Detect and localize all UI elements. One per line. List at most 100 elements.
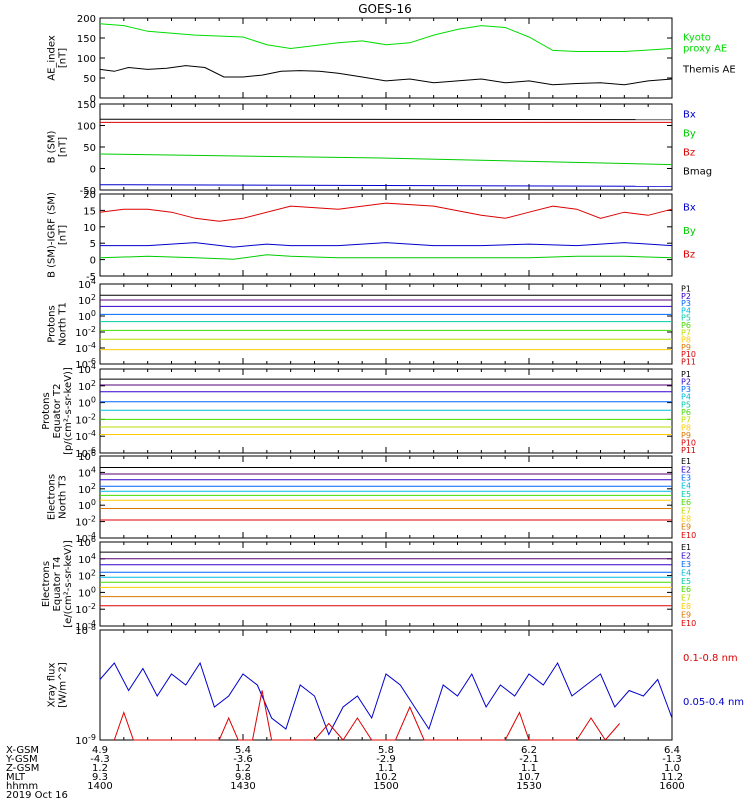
ylabel-bigrf: B (SM)-IGRF (SM)[nT] (47, 192, 69, 278)
legend-e3: E3 (681, 560, 691, 569)
legend-xray_long: 0.1-0.8 nm (683, 653, 738, 664)
footer-label-2: Z-GSM (6, 763, 39, 774)
footer-value: -3.6 (233, 754, 253, 765)
legend-p6: P6 (681, 321, 691, 330)
legend-p8: P8 (681, 336, 691, 345)
legend-p7: P7 (681, 416, 691, 425)
footer-value: -1.3 (662, 754, 682, 765)
panel-ae: 0 50 100 150 200 AE_index[nT] Kyoto proxy AE The… (47, 14, 736, 105)
footer-value: 10.7 (518, 772, 540, 783)
legend-e6: E6 (681, 498, 691, 507)
ytick-label: 150 (77, 100, 96, 111)
panel-p1: 10-6 10-4 10-2 100 102 104 ProtonsNorth T1 P1P2… (47, 277, 697, 371)
footer-value: 1430 (230, 781, 255, 792)
panel-frame (99, 283, 673, 365)
ytick-label: 20 (83, 190, 96, 201)
ytick-label: 0 (90, 94, 96, 105)
legend-xray_short: 0.05-0.4 nm (683, 697, 744, 708)
legend-bz: Bz (683, 148, 695, 159)
legend-p2: P2 (681, 377, 691, 386)
legend-bmag: Bmag (683, 167, 712, 178)
legend-e6: E6 (681, 585, 691, 594)
ylabel-e2: ElectronsEquator T4[e/(cm²-s-sr-keV)] (41, 540, 74, 628)
footer-value: 1.2 (235, 763, 251, 774)
legend-p2: P2 (681, 292, 691, 301)
legend-e10: E10 (681, 531, 696, 540)
ytick-label: 102 (78, 293, 96, 307)
series-xray-0 (99, 661, 673, 736)
legend-p6: P6 (681, 408, 691, 417)
legend-e9: E9 (681, 523, 691, 532)
ytick-label: 106 (78, 535, 96, 549)
ytick-label: 104 (78, 362, 96, 376)
ytick-label: 100 (78, 396, 96, 410)
footer-value: -2.9 (376, 754, 396, 765)
legend-e10: E10 (681, 619, 696, 628)
legend-themis: Themis AE (682, 64, 736, 75)
footer-label-1: Y-GSM (5, 754, 38, 765)
ytick-label: 10-4 (75, 619, 96, 633)
legend-e5: E5 (681, 577, 691, 586)
legend-bx: Bx (683, 109, 696, 120)
footer-value: 4.9 (92, 745, 108, 756)
footer-value: 6.2 (521, 745, 537, 756)
legend-p8: P8 (681, 423, 691, 432)
panel-frame (99, 103, 673, 191)
ytick-label: 50 (83, 74, 96, 85)
legend-bz: Bz (683, 249, 695, 260)
legend-p10: P10 (681, 439, 696, 448)
footer-value: 1500 (373, 781, 398, 792)
legend-e4: E4 (681, 482, 691, 491)
ytick-label: 10-9 (75, 733, 96, 747)
legend-bx: Bx (683, 202, 696, 213)
ytick-label: 10-6 (75, 446, 96, 460)
series-bigrf-2 (99, 202, 673, 222)
footer-value: 11.2 (661, 772, 683, 783)
legend-p10: P10 (681, 350, 696, 359)
ylabel-xray: Xray flux[W/m^2] (47, 662, 69, 708)
legend-e1: E1 (681, 457, 691, 466)
footer-value: 5.8 (378, 745, 394, 756)
footer-label-0: X-GSM (6, 745, 39, 756)
ytick-label: 100 (78, 585, 96, 599)
ytick-label: 200 (77, 14, 96, 25)
footer-label-4: hhmm (6, 781, 38, 792)
ytick-label: 15 (83, 206, 96, 217)
legend-e2: E2 (681, 465, 691, 474)
legend-p3: P3 (681, 299, 691, 308)
ytick-label: 10-2 (75, 602, 96, 616)
ylabel-p1: ProtonsNorth T1 (47, 302, 69, 346)
footer-value: 1.1 (521, 763, 537, 774)
legend-p5: P5 (681, 400, 691, 409)
footer-value: 1.2 (92, 763, 108, 774)
legend-kyoto: Kyoto proxy AE (683, 32, 727, 54)
series-ae-0 (99, 23, 673, 52)
legend-p1: P1 (681, 285, 691, 294)
ytick-label: -5 (86, 272, 96, 283)
ytick-label: 104 (78, 465, 96, 479)
legend-p11: P11 (681, 357, 696, 366)
legend-e8: E8 (681, 602, 691, 611)
panel-bigrf: -5 0 5 10 15 20 B (SM)-IGRF (SM)[nT] Bx By Bz (47, 190, 696, 283)
ytick-label: -50 (80, 186, 96, 197)
ytick-label: 100 (78, 309, 96, 323)
ytick-label: 102 (78, 379, 96, 393)
legend-p5: P5 (681, 314, 691, 323)
panel-bsm: -50 0 50 100 150 B (SM)[nT] Bx By Bz Bmag (47, 100, 713, 197)
ylabel-e1: ElectronsNorth T3 (47, 474, 69, 520)
footer-label-5: 2019 Oct 16 (6, 790, 68, 800)
series-ae-1 (99, 65, 673, 86)
ylabel-p2: ProtonsEquator T2[p/(cm²-s-sr-keV)] (41, 367, 74, 455)
ytick-label: 100 (78, 498, 96, 512)
ytick-label: 104 (78, 277, 96, 291)
legend-e4: E4 (681, 568, 691, 577)
footer-value: 1600 (659, 781, 684, 792)
legend-e9: E9 (681, 610, 691, 619)
ytick-label: 10-8 (75, 623, 96, 637)
ytick-label: 10-4 (75, 531, 96, 545)
ytick-label: 100 (77, 122, 96, 133)
footer-value: 9.3 (92, 772, 108, 783)
